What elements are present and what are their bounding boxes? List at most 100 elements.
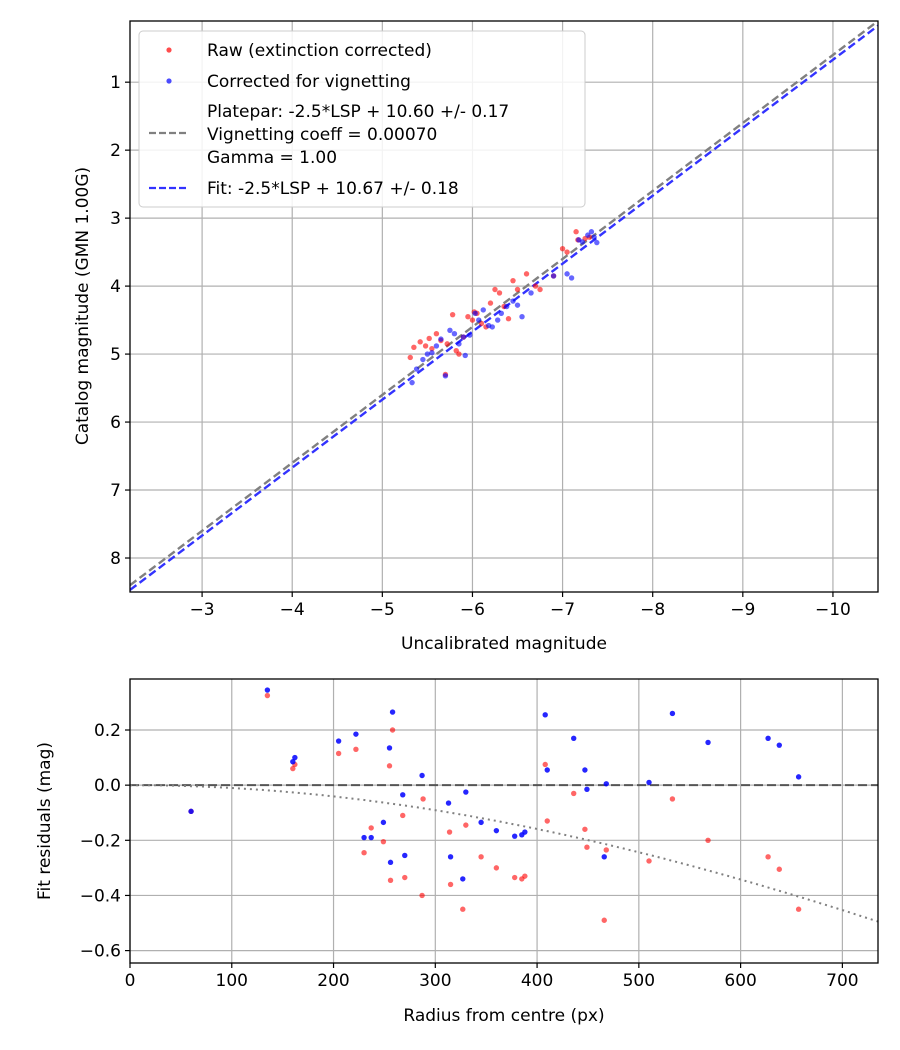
- top-corrected-point: [564, 271, 570, 277]
- bottom-x-axis-label: Radius from centre (px): [403, 1006, 604, 1026]
- top-raw-point: [564, 249, 570, 255]
- bottom-corrected-point: [188, 808, 194, 815]
- top-raw-point: [469, 317, 476, 323]
- top-corrected-point: [429, 350, 435, 356]
- top-corrected-point: [420, 356, 426, 363]
- top-corrected-point: [519, 313, 525, 320]
- legend-label-fit: Fit: -2.5*LSP + 10.67 +/- 0.18: [207, 179, 459, 199]
- top-x-tick-label: −8: [640, 600, 665, 620]
- top-corrected-point: [472, 310, 478, 316]
- bottom-corrected-point: [264, 687, 271, 693]
- top-corrected-point: [447, 327, 453, 333]
- top-x-tick-label: −9: [730, 600, 755, 620]
- bottom-x-tick-label: 100: [216, 971, 248, 991]
- top-corrected-point: [409, 379, 415, 386]
- bottom-corrected-point: [705, 739, 711, 746]
- top-x-ticks: −3 −4 −5 −6 −7 −8 −9 −10: [190, 592, 851, 620]
- legend-label-raw: Raw (extinction corrected): [207, 41, 432, 61]
- bottom-y-axis-label: Fit residuals (mag): [35, 742, 55, 900]
- legend-raw-marker: [166, 47, 172, 53]
- top-corrected-point: [424, 351, 431, 357]
- bottom-raw-point: [400, 812, 406, 819]
- bottom-raw-point: [335, 750, 342, 757]
- bottom-raw-point: [544, 818, 550, 824]
- bottom-corrected-point: [765, 735, 771, 741]
- bottom-corrected-point: [361, 834, 367, 841]
- top-raw-point: [510, 277, 516, 284]
- bottom-x-tick-label: 700: [826, 971, 858, 991]
- top-axes-frame: [129, 20, 879, 593]
- top-y-axis-label: Catalog magnitude (GMN 1.00G): [73, 167, 93, 445]
- top-scatter-points: [407, 229, 600, 386]
- bottom-x-tick-label: 400: [521, 971, 553, 991]
- bottom-raw-point: [380, 838, 387, 845]
- bottom-corrected-point: [463, 789, 469, 795]
- top-y-ticks: 1 2 3 4 5 6 7 8: [110, 73, 130, 569]
- bottom-raw-point: [603, 847, 609, 853]
- top-raw-point: [496, 290, 503, 296]
- bottom-corrected-point: [511, 833, 518, 839]
- bottom-corrected-point: [380, 819, 387, 826]
- bottom-corrected-point: [400, 792, 406, 798]
- bottom-y-ticks: 0.2 0.0 −0.2 −0.4 −0.6: [80, 721, 130, 962]
- top-corrected-point: [476, 317, 482, 323]
- top-corrected-point: [438, 336, 444, 342]
- top-raw-point: [532, 283, 539, 289]
- top-corrected-point: [494, 317, 501, 323]
- bottom-raw-point: [361, 850, 367, 856]
- top-x-tick-label: −3: [190, 600, 215, 620]
- bottom-corrected-point: [544, 767, 550, 773]
- top-raw-point: [492, 286, 498, 293]
- top-y-tick-label: 6: [110, 413, 121, 433]
- top-x-tick-label: −6: [460, 600, 485, 620]
- bottom-raw-point: [264, 692, 271, 699]
- top-raw-point: [465, 313, 471, 320]
- bottom-x-tick-label: 0: [125, 971, 136, 991]
- bottom-corrected-point: [795, 774, 802, 780]
- top-y-tick-label: 2: [110, 141, 121, 161]
- bottom-raw-point: [522, 873, 528, 879]
- bottom-raw-point: [446, 829, 453, 835]
- bottom-corrected-point: [447, 854, 454, 860]
- bottom-corrected-point: [522, 829, 528, 835]
- top-y-tick-label: 4: [110, 277, 121, 297]
- top-corrected-point: [462, 352, 468, 359]
- bottom-raw-point: [460, 906, 466, 912]
- bottom-raw-point: [776, 866, 782, 872]
- top-corrected-point: [568, 275, 575, 281]
- bottom-corrected-point: [353, 731, 359, 737]
- bottom-corrected-point: [582, 767, 588, 773]
- bottom-raw-point: [582, 826, 588, 832]
- bottom-grid: [129, 679, 878, 963]
- bottom-raw-point: [669, 796, 676, 802]
- bottom-corrected-point: [776, 742, 782, 748]
- top-corrected-point: [433, 343, 440, 349]
- bottom-raw-point: [419, 892, 425, 899]
- top-corrected-point: [510, 298, 516, 304]
- top-raw-point: [487, 300, 494, 306]
- top-raw-point: [407, 354, 413, 361]
- top-raw-point: [449, 311, 456, 318]
- bottom-raw-point: [463, 822, 469, 828]
- legend-label-platepar: Platepar: -2.5*LSP + 10.60 +/- 0.17: [207, 102, 509, 122]
- top-corrected-point: [480, 307, 486, 313]
- top-y-tick-label: 3: [110, 209, 121, 229]
- bottom-scatter-points: [188, 687, 802, 923]
- legend-box: [138, 30, 586, 208]
- top-corrected-point: [514, 302, 521, 308]
- top-corrected-point: [504, 303, 510, 310]
- bottom-raw-point: [511, 874, 518, 881]
- legend: Raw (extinction corrected) Corrected for…: [138, 30, 586, 208]
- bottom-corrected-point: [493, 827, 500, 834]
- bottom-corrected-point: [542, 712, 548, 718]
- bottom-corrected-point: [389, 709, 396, 715]
- bottom-reference-lines: [130, 784, 878, 923]
- top-x-tick-label: −5: [370, 600, 395, 620]
- bottom-corrected-point: [387, 859, 394, 866]
- bottom-raw-point: [765, 854, 771, 860]
- bottom-raw-point: [368, 825, 374, 831]
- bottom-x-tick-label: 300: [419, 971, 451, 991]
- top-y-tick-label: 5: [110, 345, 121, 365]
- top-corrected-point: [594, 239, 600, 246]
